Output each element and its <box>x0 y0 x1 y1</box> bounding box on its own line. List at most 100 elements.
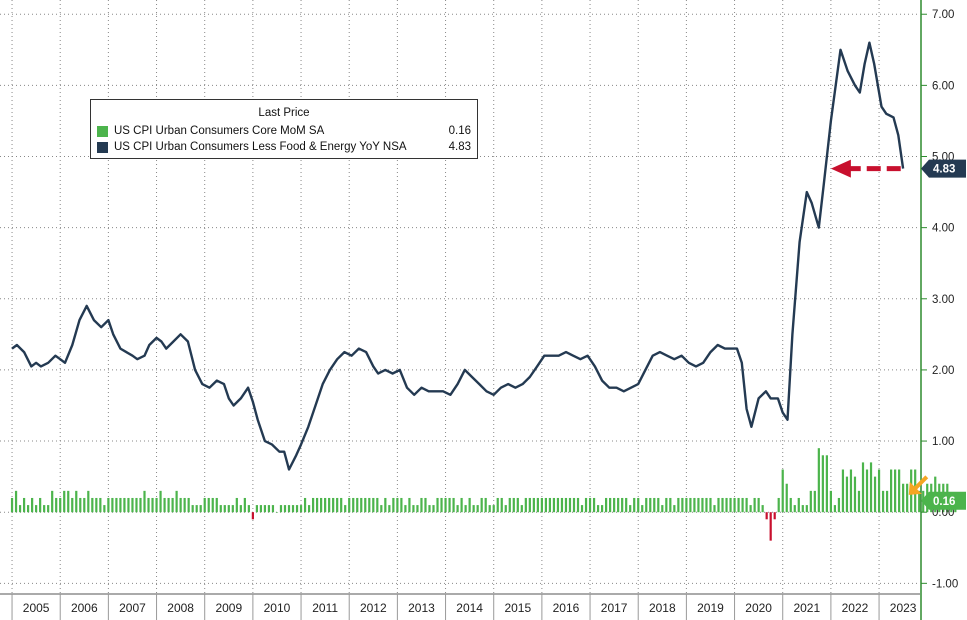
mom-bar <box>576 497 580 513</box>
mom-bar <box>588 497 592 513</box>
mom-bar <box>215 497 218 513</box>
mom-bar <box>600 505 604 513</box>
mom-bar <box>91 497 94 513</box>
mom-bar <box>187 497 190 513</box>
mom-bar <box>10 497 14 513</box>
mom-bar <box>689 497 692 513</box>
mom-bar <box>641 505 644 513</box>
mom-bar <box>107 497 110 513</box>
mom-bar <box>825 455 828 513</box>
mom-bar <box>902 483 905 513</box>
mom-bar <box>789 497 792 513</box>
legend-swatch-navy <box>97 142 108 153</box>
mom-bar <box>609 497 612 513</box>
mom-bar <box>869 462 873 513</box>
mom-bar <box>211 497 214 513</box>
mom-bar <box>203 497 206 513</box>
mom-bar <box>809 490 812 513</box>
mom-bar <box>833 505 837 513</box>
mom-bar <box>223 505 226 513</box>
mom-bar <box>456 505 459 513</box>
mom-bar <box>87 490 90 513</box>
mom-bar <box>295 505 299 513</box>
mom-bar <box>761 505 764 513</box>
mom-bar <box>837 497 841 513</box>
mom-bar <box>18 505 22 513</box>
mom-bar <box>661 505 664 513</box>
mom-bar <box>22 497 26 513</box>
x-tick-label: 2015 <box>504 601 531 615</box>
mom-bar <box>873 476 877 513</box>
mom-bar <box>829 490 832 513</box>
mom-bar <box>881 490 885 513</box>
x-tick-label: 2012 <box>360 601 387 615</box>
mom-bar <box>95 497 98 513</box>
legend: Last Price US CPI Urban Consumers Core M… <box>90 99 478 159</box>
mom-bar <box>372 497 375 513</box>
mom-bar <box>918 490 921 513</box>
x-tick-label: 2018 <box>649 601 676 615</box>
mom-bar <box>420 497 423 513</box>
mom-bar <box>111 497 114 513</box>
x-tick-label: 2023 <box>890 601 917 615</box>
mom-bar <box>492 505 495 513</box>
mom-bar <box>103 505 106 513</box>
mom-bar <box>171 497 174 513</box>
mom-bar <box>605 497 608 513</box>
mom-bar <box>275 512 279 513</box>
mom-bar <box>251 512 254 520</box>
mom-bar <box>552 497 556 513</box>
mom-bar <box>685 497 688 513</box>
legend-value-core-mom: 0.16 <box>448 125 471 137</box>
x-tick-label: 2014 <box>456 601 483 615</box>
mom-bar <box>496 497 499 513</box>
mom-bar <box>524 497 527 513</box>
mom-bar <box>243 497 246 513</box>
legend-swatch-green <box>97 126 108 137</box>
mom-bar <box>263 505 267 513</box>
mom-bar <box>259 505 263 513</box>
mom-bar <box>235 497 238 513</box>
mom-bar <box>472 505 475 513</box>
mom-bar <box>745 497 748 513</box>
x-tick-label: 2016 <box>553 601 580 615</box>
mom-bar <box>681 497 684 513</box>
mom-bar <box>649 497 652 513</box>
mom-bar <box>865 469 869 513</box>
mom-bar <box>75 490 78 513</box>
mom-bar <box>123 497 126 513</box>
legend-entry-core-yoy: US CPI Urban Consumers Less Food & Energ… <box>97 140 471 154</box>
mom-bar <box>191 505 194 513</box>
mom-bar <box>231 505 234 513</box>
mom-bar <box>396 497 399 513</box>
mom-bar <box>71 497 74 513</box>
mom-bar <box>26 505 30 513</box>
mom-bar <box>520 505 523 513</box>
mom-bar <box>568 497 572 513</box>
x-tick-label: 2019 <box>697 601 724 615</box>
mom-bar <box>753 497 756 513</box>
mom-bar <box>596 505 600 513</box>
red-arrow-head <box>830 159 851 178</box>
mom-bar <box>777 497 780 513</box>
mom-bar <box>488 505 491 513</box>
mom-bar <box>797 497 800 513</box>
mom-bar <box>51 490 54 513</box>
mom-bar <box>665 497 668 513</box>
mom-bar <box>572 497 576 513</box>
mom-bar <box>653 497 656 513</box>
mom-bar <box>368 497 371 513</box>
mom-bar <box>155 497 158 513</box>
mom-bar <box>356 497 359 513</box>
mom-bar <box>544 497 548 513</box>
mom-bar <box>39 497 42 513</box>
mom-bar <box>440 497 443 513</box>
mom-bar <box>765 512 768 520</box>
mom-bar <box>637 497 640 513</box>
mom-bar <box>424 497 427 513</box>
x-tick-label: 2020 <box>745 601 772 615</box>
x-tick-label: 2009 <box>215 601 242 615</box>
mom-bar <box>320 497 323 513</box>
mom-bar <box>705 497 708 513</box>
mom-bar <box>404 505 407 513</box>
